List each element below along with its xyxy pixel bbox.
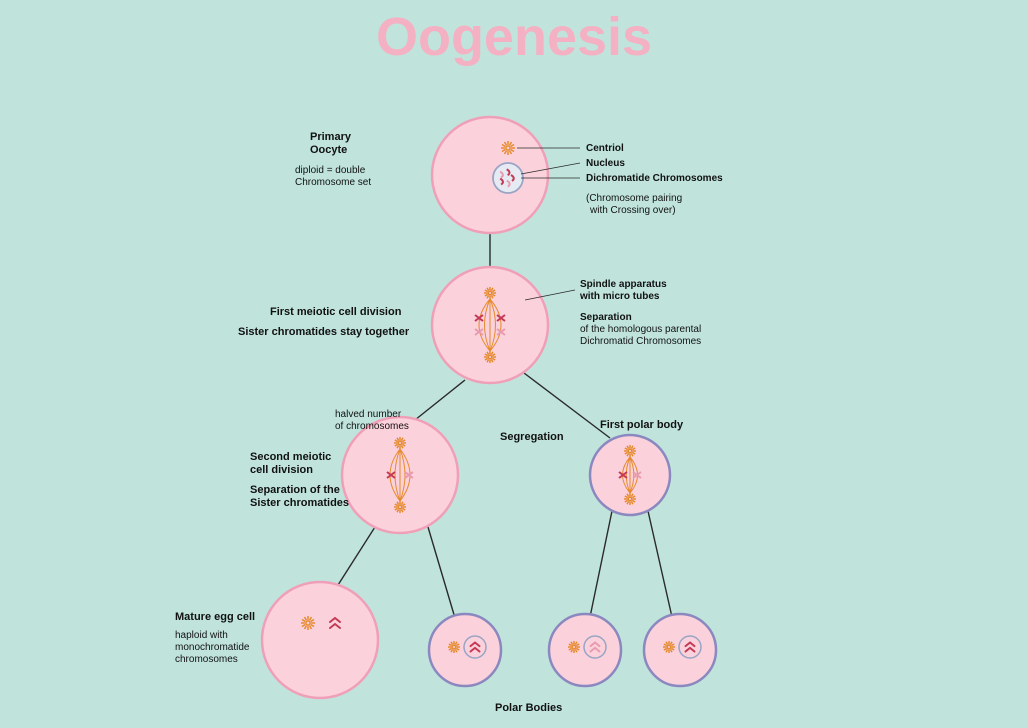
label-firstpolar: First polar body [600, 419, 684, 431]
label-m2_l2: cell division [250, 464, 313, 476]
label-primary_l1: Primary [310, 131, 352, 143]
label-cross2: with Crossing over) [589, 205, 676, 216]
label-mature1: Mature egg cell [175, 611, 255, 623]
label-primary_l3: diploid = double [295, 165, 366, 176]
page-title: Oogenesis [376, 7, 652, 67]
label-sep2: of the homologous parental [580, 324, 701, 335]
cell-primary [432, 117, 548, 233]
label-spindle1: Spindle apparatus [580, 279, 667, 290]
label-centriole: Centriol [586, 143, 624, 154]
label-m2_l3: Separation of the [250, 484, 340, 496]
label-m1_l2: Sister chromatides stay together [238, 326, 410, 338]
cell-polar_c [644, 614, 716, 686]
label-primary_l4: Chromosome set [295, 177, 371, 188]
label-spindle2: with micro tubes [579, 291, 660, 302]
label-polarbodies: Polar Bodies [495, 702, 562, 714]
label-m1_l1: First meiotic cell division [270, 306, 402, 318]
label-halved2: of chromosomes [335, 421, 409, 432]
cell-mature [262, 582, 378, 698]
label-mature2: haploid with [175, 630, 228, 641]
label-nucleus: Nucleus [586, 158, 625, 169]
label-m2_l1: Second meiotic [250, 451, 331, 463]
label-dichrom: Dichromatide Chromosomes [586, 173, 723, 184]
label-mature3: monochromatide [175, 642, 250, 653]
label-cross1: (Chromosome pairing [586, 193, 682, 204]
label-segregation: Segregation [500, 431, 564, 443]
label-halved1: halved number [335, 409, 402, 420]
label-sep1: Separation [580, 312, 632, 323]
nucleus-icon [493, 163, 523, 193]
label-primary_l2: Oocyte [310, 144, 347, 156]
label-mature4: chromosomes [175, 654, 238, 665]
cell-polar_b [549, 614, 621, 686]
cell-polar_a [429, 614, 501, 686]
label-m2_l4: Sister chromatides [250, 497, 349, 509]
label-sep3: Dichromatid Chromosomes [580, 336, 701, 347]
